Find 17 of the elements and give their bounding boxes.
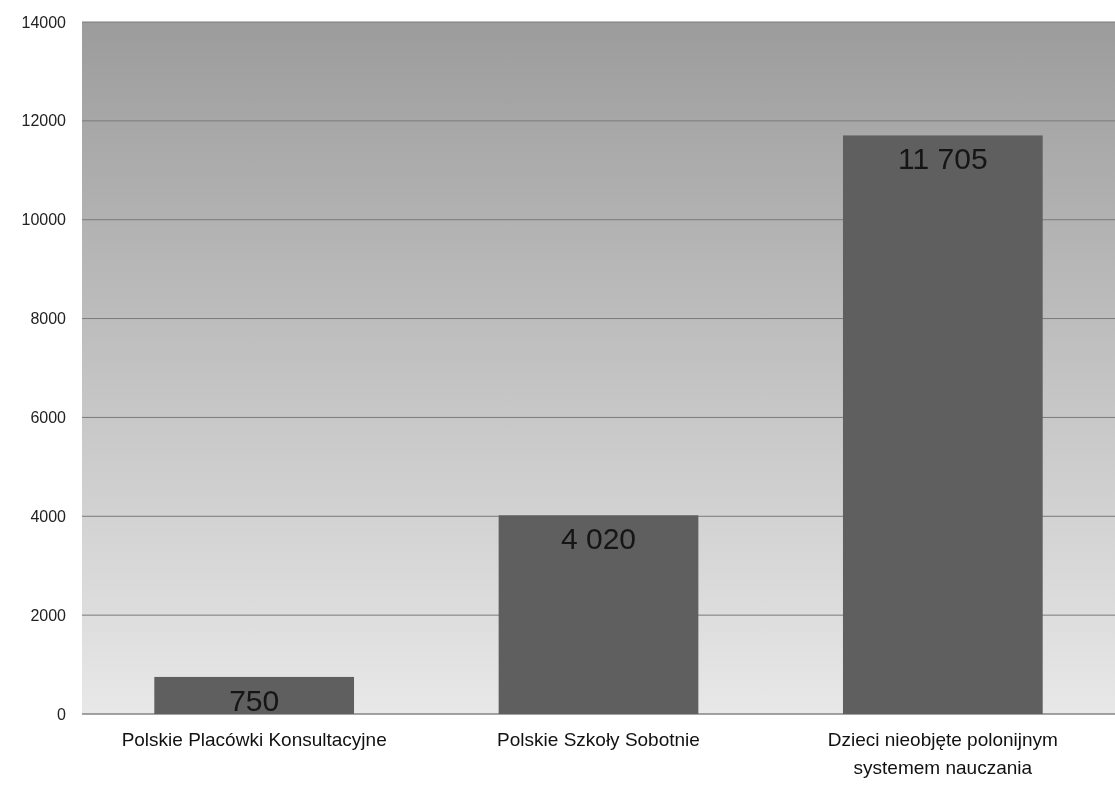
x-tick-label: Dzieci nieobjęte polonijnym systemem nauczania (827, 729, 1058, 778)
data-label: 750 (229, 683, 280, 717)
y-tick-label: 8000 (30, 310, 67, 328)
data-label: 4 020 (560, 522, 637, 556)
y-tick-label: 6000 (30, 409, 67, 427)
y-tick-label: 0 (57, 705, 67, 723)
y-tick-label: 12000 (21, 112, 67, 130)
bar (498, 515, 699, 714)
x-tick-label: Polskie Placówki Konsultacyjne (121, 729, 387, 750)
bar (154, 676, 355, 714)
y-tick-label: 4000 (30, 507, 67, 525)
bar (842, 135, 1043, 714)
x-tick-label: Polskie Szkoły Sobotnie (497, 729, 700, 750)
y-tick-label: 14000 (21, 13, 67, 31)
y-tick-label: 10000 (21, 211, 67, 229)
data-label: 11 705 (898, 142, 988, 176)
y-tick-label: 2000 (30, 606, 67, 624)
